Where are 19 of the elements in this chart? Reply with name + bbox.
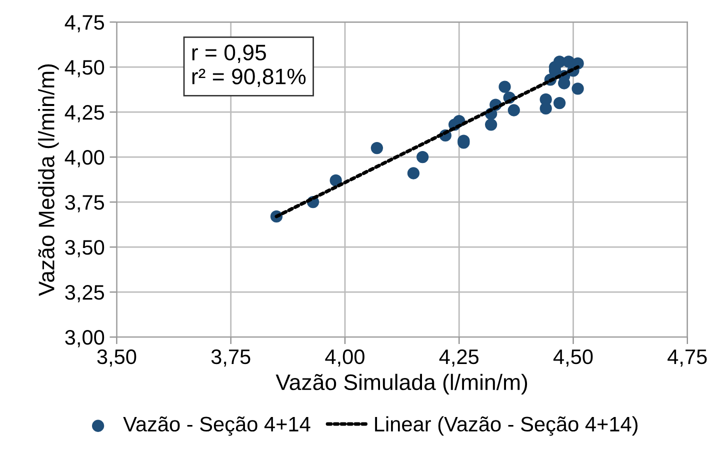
x-axis-title: Vazão Simulada (l/min/m): [276, 374, 528, 395]
y-tick-label: 4,00: [64, 150, 104, 168]
y-tick-label: 4,25: [64, 105, 104, 122]
y-tick-label: 3,75: [65, 195, 104, 212]
y-axis-title: Vazão Medida (l/min/m): [38, 64, 59, 296]
y-tick-label: 3,25: [65, 285, 104, 302]
legend-label: Linear (Vazão - Seção 4+14): [375, 416, 638, 436]
x-tick-label: 3,75: [211, 349, 250, 367]
y-tick-label: 3,50: [65, 240, 104, 258]
x-tick-label: 4,75: [668, 350, 707, 367]
x-tick-label: 4,25: [439, 349, 478, 367]
annotation: r = 0,95 r² = 90,81%: [192, 44, 306, 87]
x-tick-label: 4,00: [325, 349, 364, 367]
y-tick-label: 4,50: [64, 60, 104, 78]
x-tick-label: 4,50: [553, 349, 593, 367]
y-tick-label: 3,00: [65, 330, 104, 348]
x-tick-label: 3,50: [97, 349, 136, 367]
y-tick-label: 4,75: [64, 15, 104, 32]
legend-label: Vazão - Seção 4+14: [123, 416, 310, 436]
